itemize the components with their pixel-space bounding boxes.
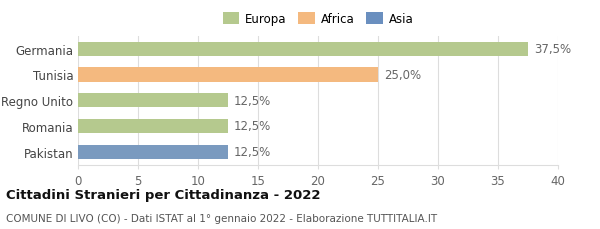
- Text: 12,5%: 12,5%: [234, 146, 271, 158]
- Text: COMUNE DI LIVO (CO) - Dati ISTAT al 1° gennaio 2022 - Elaborazione TUTTITALIA.IT: COMUNE DI LIVO (CO) - Dati ISTAT al 1° g…: [6, 213, 437, 223]
- Bar: [78, 94, 228, 108]
- Bar: [78, 42, 528, 57]
- Text: 37,5%: 37,5%: [534, 43, 571, 56]
- Text: 12,5%: 12,5%: [234, 94, 271, 107]
- Bar: [78, 119, 228, 134]
- Text: Cittadini Stranieri per Cittadinanza - 2022: Cittadini Stranieri per Cittadinanza - 2…: [6, 188, 320, 201]
- Bar: [78, 68, 378, 82]
- Text: 12,5%: 12,5%: [234, 120, 271, 133]
- Legend: Europa, Africa, Asia: Europa, Africa, Asia: [218, 8, 418, 30]
- Bar: [78, 145, 228, 159]
- Text: 25,0%: 25,0%: [384, 69, 421, 82]
